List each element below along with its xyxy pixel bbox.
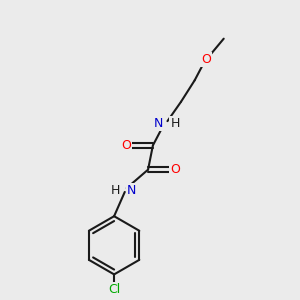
Text: O: O [201, 52, 211, 65]
Text: Cl: Cl [108, 284, 120, 296]
Text: H: H [111, 184, 120, 196]
Text: O: O [170, 163, 180, 176]
Text: N: N [154, 117, 164, 130]
Text: O: O [121, 139, 131, 152]
Text: N: N [127, 184, 136, 196]
Text: H: H [170, 117, 180, 130]
